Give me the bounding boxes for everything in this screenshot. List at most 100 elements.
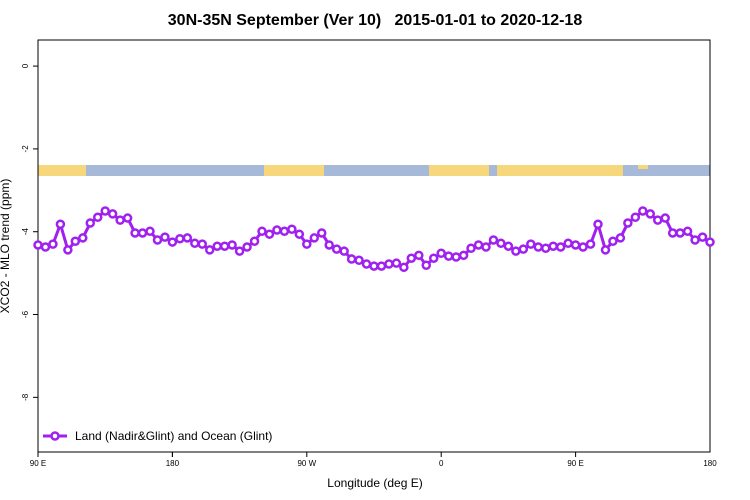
data-point — [316, 228, 327, 238]
land-strip — [38, 165, 86, 176]
data-point — [697, 232, 708, 242]
data-point — [511, 246, 521, 256]
data-point — [391, 258, 402, 268]
x-axis-label: Longitude (deg E) — [327, 476, 422, 490]
data-point — [540, 243, 551, 254]
land-strip — [429, 165, 489, 176]
ocean-strip — [38, 165, 710, 176]
data-point — [234, 246, 245, 256]
data-point — [406, 253, 417, 263]
data-point — [593, 219, 603, 230]
data-point — [414, 250, 424, 261]
x-tick-label: 90 E — [567, 459, 583, 468]
data-point — [100, 206, 110, 216]
data-point — [421, 260, 432, 271]
data-point — [615, 233, 626, 243]
data-point — [197, 239, 208, 249]
data-point — [55, 219, 66, 230]
y-tick-label: -8 — [21, 393, 30, 401]
data-point — [682, 226, 693, 237]
data-point — [428, 253, 439, 263]
data-point — [638, 206, 648, 216]
data-point — [70, 236, 81, 246]
data-point — [167, 237, 178, 247]
data-point — [578, 242, 588, 252]
data-point — [436, 248, 446, 258]
data-point — [48, 239, 58, 249]
data-point — [526, 239, 536, 249]
data-point — [145, 226, 155, 237]
data-point — [563, 238, 573, 249]
data-point — [354, 255, 364, 266]
data-point — [473, 240, 484, 250]
data-point — [152, 235, 163, 245]
land-strip — [638, 165, 648, 169]
data-point — [249, 236, 260, 246]
data-point — [85, 218, 96, 228]
data-point — [451, 252, 461, 262]
data-point — [92, 212, 103, 222]
data-point — [690, 235, 700, 245]
data-point — [630, 212, 641, 222]
data-point — [667, 228, 678, 238]
data-point — [190, 238, 200, 249]
data-point — [458, 250, 469, 261]
data-point — [346, 254, 357, 264]
data-point — [264, 229, 275, 239]
data-point — [555, 242, 566, 252]
x-tick-label: 180 — [703, 459, 717, 468]
data-point — [137, 228, 148, 238]
data-point — [279, 226, 290, 237]
data-point — [272, 225, 282, 235]
x-tick-label: 0 — [439, 459, 444, 468]
data-point — [107, 209, 118, 219]
data-point — [660, 213, 670, 223]
data-point — [600, 245, 611, 255]
data-point — [518, 244, 529, 254]
y-tick-label: 0 — [21, 63, 30, 68]
land-strip — [264, 165, 324, 176]
data-point — [503, 241, 514, 251]
x-tick-label: 90 E — [30, 459, 46, 468]
data-point — [585, 239, 596, 249]
data-point — [466, 243, 476, 254]
y-axis-label: XCO2 - MLO trend (ppm) — [0, 179, 12, 314]
x-tick-label: 180 — [166, 459, 180, 468]
y-tick-label: -6 — [21, 310, 30, 318]
data-point — [242, 242, 252, 252]
data-point — [608, 236, 618, 246]
data-point — [302, 239, 312, 249]
data-point — [443, 251, 454, 261]
data-point — [361, 259, 372, 269]
data-point — [287, 224, 297, 234]
data-point — [570, 240, 581, 250]
data-point — [33, 240, 43, 250]
land-strip — [497, 165, 623, 176]
data-point — [175, 234, 185, 244]
data-point — [645, 209, 656, 219]
data-point — [160, 232, 170, 242]
data-point — [324, 240, 334, 250]
chart-title: 30N-35N September (Ver 10) 2015-01-01 to… — [168, 12, 583, 29]
data-point — [369, 261, 379, 271]
data-point — [130, 228, 140, 238]
data-point — [384, 259, 394, 269]
data-point — [652, 215, 663, 225]
data-point — [227, 240, 237, 250]
data-point — [533, 242, 544, 252]
data-point — [212, 241, 222, 251]
data-point — [257, 226, 267, 237]
legend-label: Land (Nadir&Glint) and Ocean (Glint) — [75, 429, 272, 443]
data-point — [339, 246, 349, 256]
data-point — [204, 245, 215, 255]
data-point — [219, 241, 230, 251]
data-point — [115, 215, 125, 225]
y-tick-label: -4 — [21, 228, 30, 236]
data-point — [496, 238, 506, 249]
data-point — [675, 228, 685, 238]
data-point — [309, 233, 320, 243]
data-point — [376, 261, 387, 271]
data-point — [78, 233, 88, 243]
y-tick-label: -2 — [21, 145, 30, 153]
